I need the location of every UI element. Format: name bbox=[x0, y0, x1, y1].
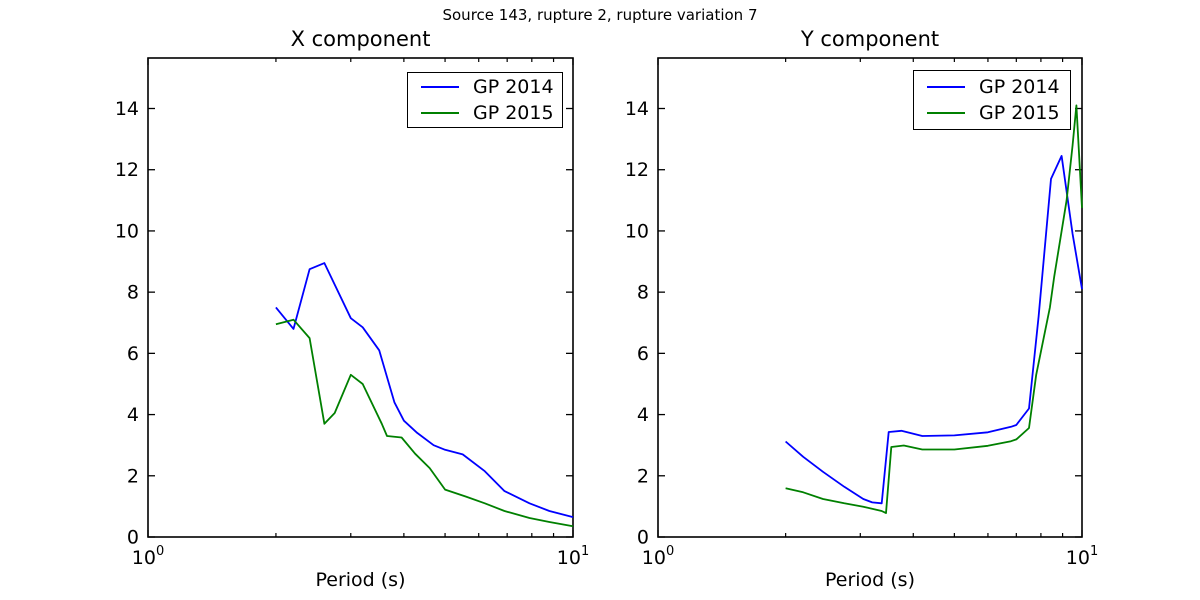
series-line-gp-2014 bbox=[275, 262, 574, 518]
y-tick-label: 10 bbox=[625, 220, 649, 242]
plot-title-x-component: X component bbox=[290, 27, 431, 51]
legend-item: GP 2014 bbox=[408, 76, 562, 98]
axes-frame bbox=[657, 57, 1083, 538]
y-tick-label: 8 bbox=[637, 282, 649, 304]
x-axis-label-left: Period (s) bbox=[315, 569, 406, 591]
y-tick-label: 4 bbox=[637, 404, 649, 426]
legend-line-sample-gp2015 bbox=[927, 112, 965, 115]
x-tick-label: 101 bbox=[1066, 544, 1098, 569]
legend-y-component: GP 2014 GP 2015 bbox=[913, 70, 1071, 130]
legend-item: GP 2014 bbox=[914, 76, 1070, 98]
y-tick-label: 12 bbox=[625, 159, 649, 181]
y-tick-label: 0 bbox=[637, 527, 649, 549]
y-tick-label: 14 bbox=[625, 98, 649, 120]
legend-item: GP 2015 bbox=[914, 102, 1070, 124]
axes-frame bbox=[147, 57, 574, 538]
figure-suptitle: Source 143, rupture 2, rupture variation… bbox=[442, 6, 758, 24]
x-tick-label: 100 bbox=[642, 544, 674, 569]
y-tick-label: 4 bbox=[127, 404, 139, 426]
y-tick-label: 8 bbox=[127, 282, 139, 304]
y-tick-label: 14 bbox=[115, 98, 139, 120]
y-tick-label: 2 bbox=[637, 465, 649, 487]
legend-x-component: GP 2014 GP 2015 bbox=[407, 72, 563, 128]
y-tick-label: 6 bbox=[127, 343, 139, 365]
x-axis-label-right: Period (s) bbox=[824, 569, 915, 591]
y-tick-label: 12 bbox=[115, 159, 139, 181]
legend-line-sample-gp2014 bbox=[421, 86, 459, 89]
legend-label: GP 2014 bbox=[979, 75, 1060, 98]
y-tick-label: 0 bbox=[127, 527, 139, 549]
legend-label: GP 2015 bbox=[473, 101, 554, 124]
x-tick-label: 100 bbox=[132, 544, 164, 569]
series-line-gp-2015 bbox=[785, 104, 1083, 514]
legend-item: GP 2015 bbox=[408, 102, 562, 124]
legend-line-sample-gp2014 bbox=[927, 85, 965, 88]
y-tick-label: 10 bbox=[115, 220, 139, 242]
y-tick-label: 6 bbox=[637, 343, 649, 365]
legend-label: GP 2015 bbox=[979, 102, 1060, 125]
y-tick-label: 2 bbox=[127, 465, 139, 487]
legend-line-sample-gp2015 bbox=[421, 111, 459, 114]
series-line-gp-2014 bbox=[785, 154, 1083, 505]
plot-title-y-component: Y component bbox=[800, 27, 940, 51]
series-line-gp-2015 bbox=[275, 318, 574, 528]
legend-label: GP 2014 bbox=[473, 76, 554, 99]
x-tick-label: 101 bbox=[557, 544, 589, 569]
